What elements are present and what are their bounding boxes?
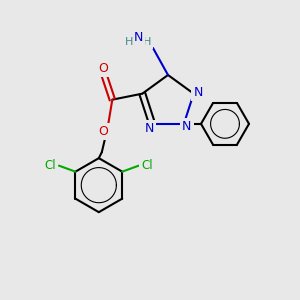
Text: Cl: Cl: [141, 159, 153, 172]
Text: N: N: [194, 86, 203, 99]
Text: N: N: [182, 120, 192, 133]
Text: Cl: Cl: [45, 159, 56, 172]
Text: H: H: [125, 37, 133, 47]
Text: O: O: [98, 62, 108, 75]
Text: N: N: [144, 122, 154, 135]
Text: N: N: [133, 31, 143, 44]
Text: O: O: [98, 125, 108, 138]
Text: H: H: [143, 37, 151, 47]
